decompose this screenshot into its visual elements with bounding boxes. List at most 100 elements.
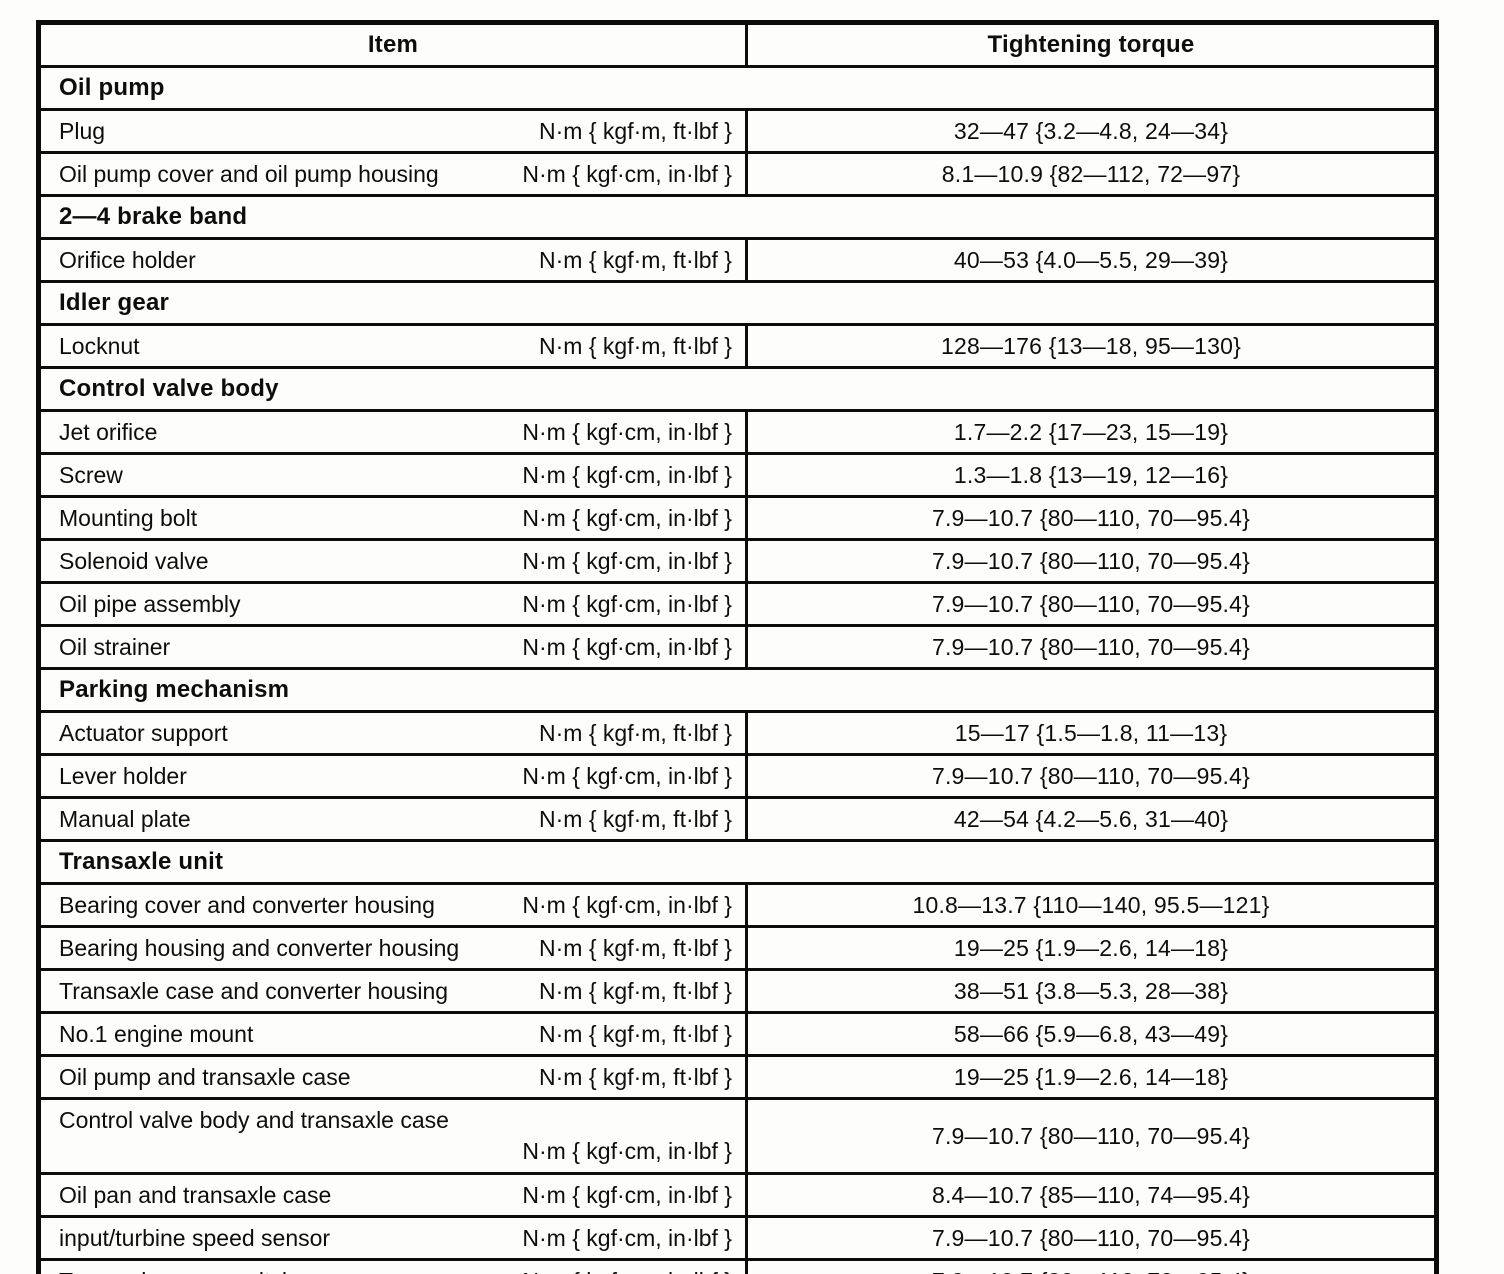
table-header-row: Item Tightening torque <box>37 21 1438 68</box>
table-row: Oil pump and transaxle case N·m { kgf·m,… <box>37 1054 1438 1100</box>
table-row: Plug N·m { kgf·m, ft·lbf } 32—47 {3.2—4.… <box>37 108 1438 154</box>
table-row: Oil pump cover and oil pump housing N·m … <box>37 151 1438 197</box>
unit-spec: N·m { kgf·cm, in·lbf } <box>522 461 732 488</box>
section-row: 2—4 brake band <box>37 194 1438 240</box>
item-name: Oil pump cover and oil pump housing <box>59 160 439 187</box>
unit-spec: N·m { kgf·cm, in·lbf } <box>516 1268 732 1274</box>
item-name: Lever holder <box>59 762 187 789</box>
torque-value: 1.3—1.8 {13—19, 12—16} <box>745 452 1438 498</box>
unit-spec: N·m { kgf·m, ft·lbf } <box>539 977 732 1004</box>
section-row: Oil pump <box>37 65 1438 111</box>
item-name: Bearing housing and converter housing <box>59 934 460 961</box>
section-title-control-valve-body: Control valve body <box>37 366 1438 412</box>
unit-spec: N·m { kgf·cm, in·lbf } <box>522 504 732 531</box>
item-name: Mounting bolt <box>59 504 198 531</box>
item-name: Actuator support <box>59 719 228 746</box>
item-name: No.1 engine mount <box>59 1020 254 1047</box>
section-title-idler-gear: Idler gear <box>37 280 1438 326</box>
torque-value: 7.9—10.7 {80—110, 70—95.4} <box>745 1097 1438 1175</box>
item-name: Manual plate <box>59 805 191 832</box>
unit-spec: N·m { kgf·cm, in·lbf } <box>522 1224 732 1251</box>
unit-spec: N·m { kgf·m, ft·lbf } <box>539 246 732 273</box>
table-row: Lever holder N·m { kgf·cm, in·lbf } 7.9—… <box>37 753 1438 799</box>
item-name: Orifice holder <box>59 246 196 273</box>
item-name: Bearing cover and converter housing <box>59 891 435 918</box>
unit-spec: N·m { kgf·m, ft·lbf } <box>539 117 732 144</box>
table-row: Jet orifice N·m { kgf·cm, in·lbf } 1.7—2… <box>37 409 1438 455</box>
column-header-torque: Tightening torque <box>745 21 1438 68</box>
torque-value: 1.7—2.2 {17—23, 15—19} <box>745 409 1438 455</box>
unit-spec: N·m { kgf·m, ft·lbf } <box>539 805 732 832</box>
unit-spec: N·m { kgf·cm, in·lbf } <box>522 891 732 918</box>
table-row: Solenoid valve N·m { kgf·cm, in·lbf } 7.… <box>37 538 1438 584</box>
torque-value: 15—17 {1.5—1.8, 11—13} <box>745 710 1438 756</box>
column-header-item: Item <box>37 21 748 68</box>
table-row: Locknut N·m { kgf·m, ft·lbf } 128—176 {1… <box>37 323 1438 369</box>
table-row: Control valve body and transaxle case N·… <box>37 1097 1438 1175</box>
unit-spec: N·m { kgf·m, ft·lbf } <box>539 934 732 961</box>
torque-value: 10.8—13.7 {110—140, 95.5—121} <box>745 882 1438 928</box>
section-title-parking-mechanism: Parking mechanism <box>37 667 1438 713</box>
unit-spec: N·m { kgf·m, ft·lbf } <box>539 332 732 359</box>
item-name: Control valve body and transaxle case <box>59 1107 449 1133</box>
item-name: Solenoid valve <box>59 547 209 574</box>
torque-value: 7.9—10.7 {80—110, 70—95.4} <box>745 1215 1438 1261</box>
unit-spec: N·m { kgf·cm, in·lbf } <box>522 547 732 574</box>
unit-spec: N·m { kgf·cm, in·lbf } <box>522 1138 732 1164</box>
torque-value: 19—25 {1.9—2.6, 14—18} <box>745 1054 1438 1100</box>
item-name: Oil pump and transaxle case <box>59 1063 351 1090</box>
section-row: Idler gear <box>37 280 1438 326</box>
unit-spec: N·m { kgf·cm, in·lbf } <box>522 633 732 660</box>
table-row: Bearing housing and converter housing N·… <box>37 925 1438 971</box>
torque-value: 58—66 {5.9—6.8, 43—49} <box>745 1011 1438 1057</box>
unit-spec: N·m { kgf·cm, in·lbf } <box>522 160 732 187</box>
torque-value: 8.4—10.7 {85—110, 74—95.4} <box>745 1172 1438 1218</box>
item-name: Plug <box>59 117 106 144</box>
item-name: Screw <box>59 461 123 488</box>
section-row: Control valve body <box>37 366 1438 412</box>
torque-value: 38—51 {3.8—5.3, 28—38} <box>745 968 1438 1014</box>
table-row: Actuator support N·m { kgf·m, ft·lbf } 1… <box>37 710 1438 756</box>
torque-value: 19—25 {1.9—2.6, 14—18} <box>745 925 1438 971</box>
section-row: Parking mechanism <box>37 667 1438 713</box>
unit-spec: N·m { kgf·cm, in·lbf } <box>522 418 732 445</box>
section-title-transaxle-unit: Transaxle unit <box>37 839 1438 885</box>
item-name: Jet orifice <box>59 418 158 445</box>
unit-spec: N·m { kgf·cm, in·lbf } <box>522 1181 732 1208</box>
torque-value: 7.9—10.7 {80—110, 70—95.4} <box>745 753 1438 799</box>
tightening-torque-table: Item Tightening torque Oil pump Plug N·m… <box>36 20 1439 1274</box>
torque-value: 7.9—10.7 {80—110, 70—95.4} <box>745 495 1438 541</box>
item-name: Transaxle case and converter housing <box>59 977 449 1004</box>
torque-value: 40—53 {4.0—5.5, 29—39} <box>745 237 1438 283</box>
table-row: Oil pipe assembly N·m { kgf·cm, in·lbf }… <box>37 581 1438 627</box>
torque-value: 42—54 {4.2—5.6, 31—40} <box>745 796 1438 842</box>
item-name: Locknut <box>59 332 140 359</box>
table-row: Screw N·m { kgf·cm, in·lbf } 1.3—1.8 {13… <box>37 452 1438 498</box>
unit-spec: N·m { kgf·m, ft·lbf } <box>539 719 732 746</box>
table-row: Transaxle range switch N·m { kgf·cm, in·… <box>37 1258 1438 1274</box>
torque-value: 128—176 {13—18, 95—130} <box>745 323 1438 369</box>
table-row: Oil pan and transaxle case N·m { kgf·cm,… <box>37 1172 1438 1218</box>
table-row: Mounting bolt N·m { kgf·cm, in·lbf } 7.9… <box>37 495 1438 541</box>
unit-spec: N·m { kgf·m, ft·lbf } <box>539 1063 732 1090</box>
torque-value: 7.9—10.7 {80—110, 70—95.4} <box>745 538 1438 584</box>
torque-value: 8.1—10.9 {82—112, 72—97} <box>745 151 1438 197</box>
item-name: Oil pipe assembly <box>59 590 241 617</box>
section-title-oil-pump: Oil pump <box>37 65 1438 111</box>
table-row: Oil strainer N·m { kgf·cm, in·lbf } 7.9—… <box>37 624 1438 670</box>
unit-spec: N·m { kgf·cm, in·lbf } <box>522 762 732 789</box>
unit-spec: N·m { kgf·m, ft·lbf } <box>539 1020 732 1047</box>
item-name: Oil pan and transaxle case <box>59 1181 332 1208</box>
torque-value: 7.9—10.7 {80—110, 70—95.4} <box>745 624 1438 670</box>
torque-value: 7.9—10.7 {80—110, 70—95.4} <box>745 581 1438 627</box>
item-name: input/turbine speed sensor <box>59 1224 331 1251</box>
table-row: Orifice holder N·m { kgf·m, ft·lbf } 40—… <box>37 237 1438 283</box>
table-row: No.1 engine mount N·m { kgf·m, ft·lbf } … <box>37 1011 1438 1057</box>
section-title-brake-band: 2—4 brake band <box>37 194 1438 240</box>
section-row: Transaxle unit <box>37 839 1438 885</box>
item-name: Oil strainer <box>59 633 171 660</box>
table-row: input/turbine speed sensor N·m { kgf·cm,… <box>37 1215 1438 1261</box>
unit-spec: N·m { kgf·cm, in·lbf } <box>522 590 732 617</box>
table-row: Manual plate N·m { kgf·m, ft·lbf } 42—54… <box>37 796 1438 842</box>
